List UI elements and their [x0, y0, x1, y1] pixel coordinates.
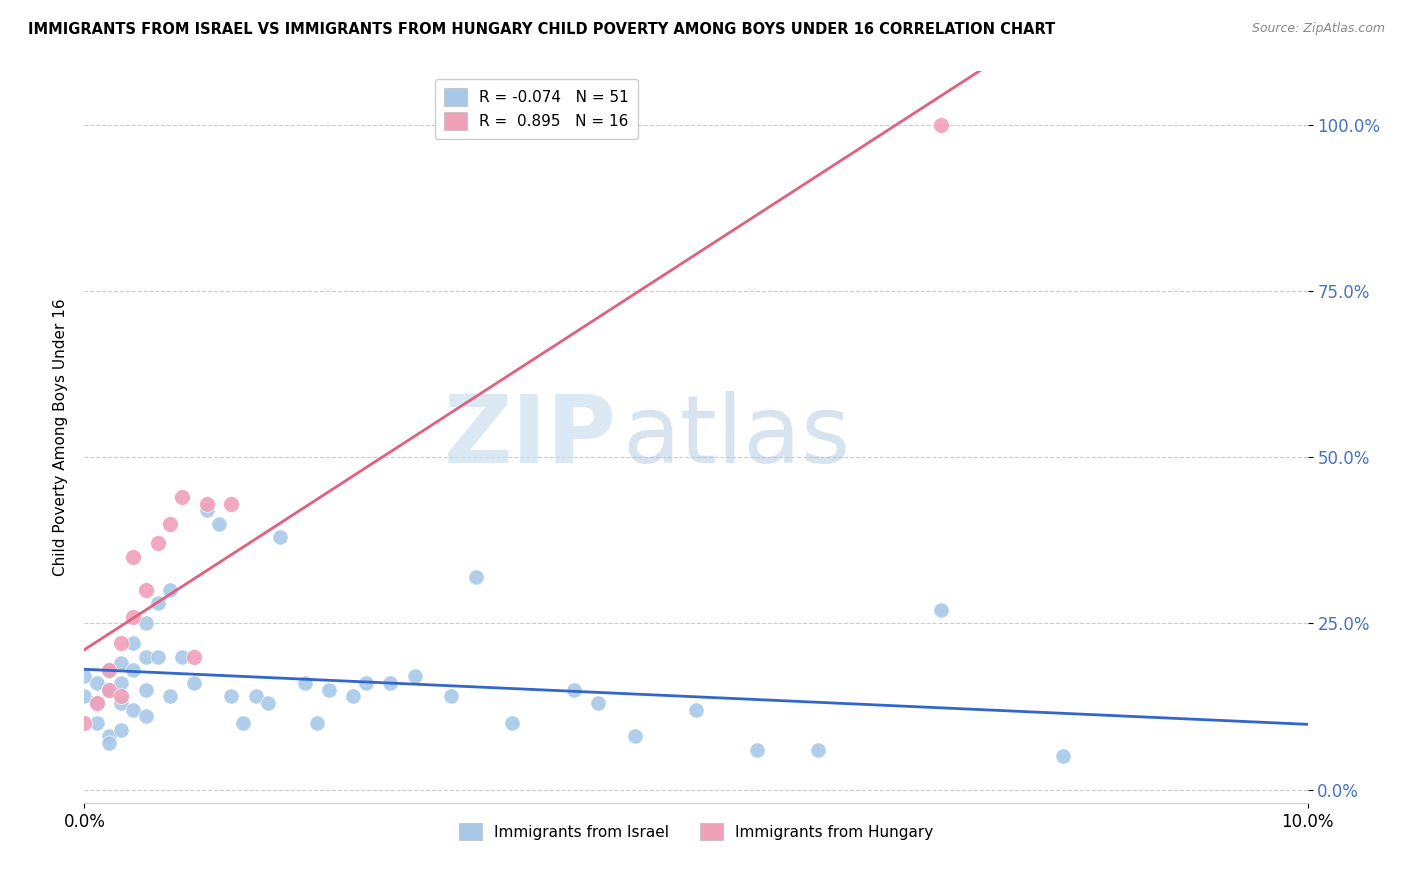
- Legend: Immigrants from Israel, Immigrants from Hungary: Immigrants from Israel, Immigrants from …: [453, 816, 939, 847]
- Point: [97, 682, 120, 697]
- Point: [747, 742, 769, 756]
- Point: [135, 682, 157, 697]
- Point: [97, 682, 120, 697]
- Point: [122, 703, 145, 717]
- Point: [122, 636, 145, 650]
- Point: [86, 696, 108, 710]
- Point: [318, 682, 340, 697]
- Point: [269, 530, 291, 544]
- Point: [929, 118, 952, 132]
- Point: [110, 676, 132, 690]
- Point: [146, 649, 169, 664]
- Point: [73, 690, 96, 704]
- Point: [232, 716, 254, 731]
- Point: [219, 497, 242, 511]
- Point: [122, 609, 145, 624]
- Point: [440, 690, 463, 704]
- Text: IMMIGRANTS FROM ISRAEL VS IMMIGRANTS FROM HUNGARY CHILD POVERTY AMONG BOYS UNDER: IMMIGRANTS FROM ISRAEL VS IMMIGRANTS FRO…: [28, 22, 1056, 37]
- Point: [110, 696, 132, 710]
- Point: [97, 663, 120, 677]
- Text: Source: ZipAtlas.com: Source: ZipAtlas.com: [1251, 22, 1385, 36]
- Point: [110, 723, 132, 737]
- Point: [135, 709, 157, 723]
- Point: [807, 742, 830, 756]
- Point: [1052, 749, 1074, 764]
- Point: [380, 676, 402, 690]
- Point: [159, 690, 181, 704]
- Point: [183, 649, 205, 664]
- Point: [110, 656, 132, 670]
- Point: [685, 703, 707, 717]
- Point: [294, 676, 316, 690]
- Y-axis label: Child Poverty Among Boys Under 16: Child Poverty Among Boys Under 16: [52, 298, 67, 576]
- Point: [97, 729, 120, 743]
- Point: [73, 669, 96, 683]
- Point: [219, 690, 242, 704]
- Point: [624, 729, 647, 743]
- Point: [404, 669, 426, 683]
- Point: [86, 716, 108, 731]
- Point: [172, 649, 194, 664]
- Point: [354, 676, 377, 690]
- Point: [562, 682, 585, 697]
- Point: [195, 503, 218, 517]
- Point: [159, 516, 181, 531]
- Point: [86, 676, 108, 690]
- Point: [208, 516, 231, 531]
- Point: [86, 696, 108, 710]
- Point: [146, 536, 169, 550]
- Point: [110, 636, 132, 650]
- Point: [110, 690, 132, 704]
- Point: [159, 582, 181, 597]
- Point: [929, 603, 952, 617]
- Point: [464, 570, 486, 584]
- Point: [586, 696, 609, 710]
- Point: [135, 582, 157, 597]
- Point: [342, 690, 364, 704]
- Text: ZIP: ZIP: [443, 391, 616, 483]
- Point: [97, 736, 120, 750]
- Point: [257, 696, 280, 710]
- Point: [183, 676, 205, 690]
- Text: atlas: atlas: [623, 391, 851, 483]
- Point: [172, 490, 194, 504]
- Point: [502, 716, 524, 731]
- Point: [245, 690, 267, 704]
- Point: [73, 716, 96, 731]
- Point: [122, 549, 145, 564]
- Point: [305, 716, 328, 731]
- Point: [135, 649, 157, 664]
- Point: [97, 663, 120, 677]
- Point: [135, 616, 157, 631]
- Point: [195, 497, 218, 511]
- Point: [122, 663, 145, 677]
- Point: [146, 596, 169, 610]
